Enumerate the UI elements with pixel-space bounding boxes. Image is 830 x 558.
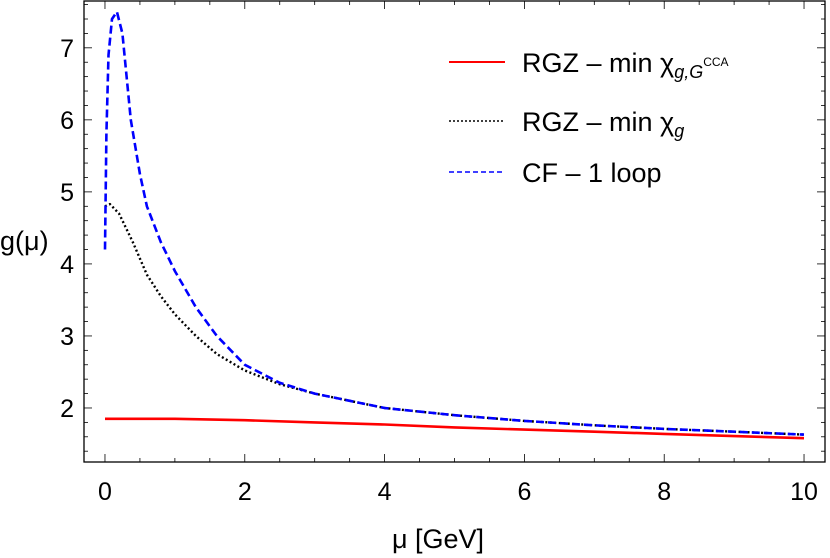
legend-label: RGZ – min χg xyxy=(522,107,684,141)
x-tick-label: 0 xyxy=(98,478,112,506)
y-tick-label: 3 xyxy=(60,323,74,351)
y-tick-label: 6 xyxy=(60,107,74,135)
legend-label: RGZ – min χg,GCCA xyxy=(522,48,729,82)
series-line-0 xyxy=(105,417,805,440)
x-tick-label: 2 xyxy=(238,478,252,506)
x-tick-label: 6 xyxy=(517,478,531,506)
series-line-1 xyxy=(104,202,805,436)
plot-frame xyxy=(83,0,826,463)
y-axis-label: g(μ) xyxy=(0,226,49,256)
y-tick-label: 4 xyxy=(60,251,74,279)
x-tick-label: 8 xyxy=(657,478,671,506)
y-tick-label: 2 xyxy=(60,395,74,423)
legend-label: CF – 1 loop xyxy=(522,158,662,188)
x-tick-label: 4 xyxy=(378,478,392,506)
x-tick-label: 10 xyxy=(790,478,818,506)
x-axis-label: μ [GeV] xyxy=(392,524,484,554)
y-tick-label: 7 xyxy=(60,35,74,63)
legend: RGZ – min χg,GCCA RGZ – min χg CF – 1 loop xyxy=(449,48,729,188)
y-tick-label: 5 xyxy=(60,179,74,207)
